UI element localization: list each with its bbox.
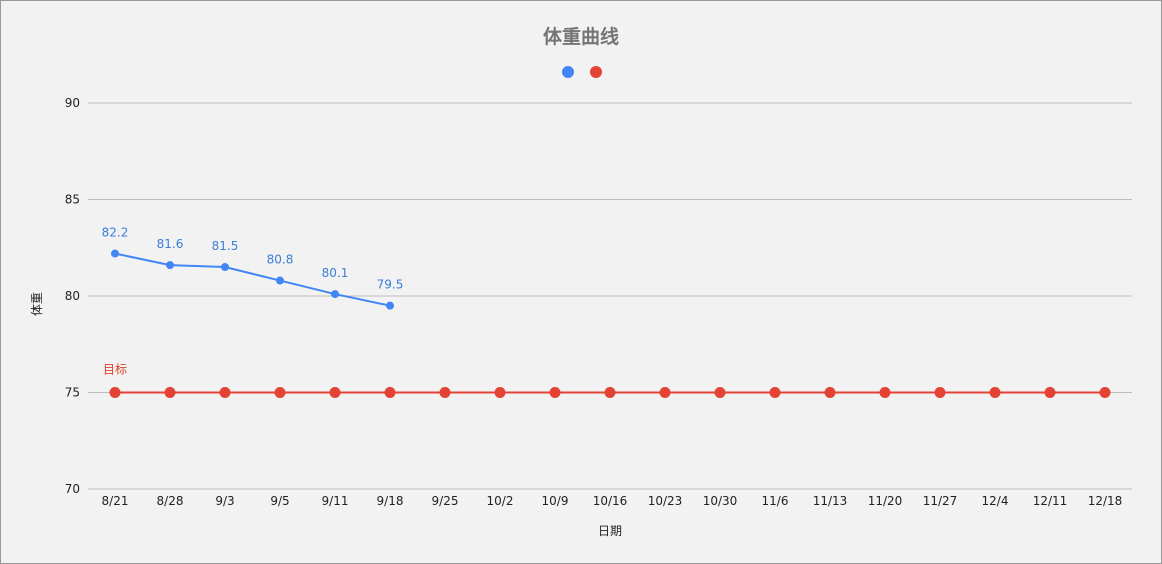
data-point	[109, 387, 121, 398]
legend-marker	[562, 66, 574, 78]
x-tick-label: 9/5	[270, 494, 289, 508]
data-point	[549, 387, 561, 398]
data-point	[219, 387, 231, 398]
data-point	[274, 387, 286, 398]
x-tick-label: 10/9	[542, 494, 569, 508]
data-point	[714, 387, 726, 398]
data-point	[1044, 387, 1056, 398]
data-point	[111, 249, 119, 258]
x-axis-label: 日期	[598, 524, 622, 538]
x-tick-label: 9/18	[377, 494, 404, 508]
data-point	[276, 276, 284, 285]
data-point	[384, 387, 396, 398]
data-label: 80.8	[267, 253, 294, 267]
data-point	[439, 387, 451, 398]
data-label: 81.5	[212, 239, 239, 253]
chart-title: 体重曲线	[543, 25, 619, 48]
x-tick-label: 11/13	[813, 494, 848, 508]
data-point	[604, 387, 616, 398]
y-tick-label: 80	[65, 289, 80, 303]
x-tick-label: 11/27	[923, 494, 958, 508]
y-axis-ticks: 70 75 80 85 90	[65, 96, 80, 496]
data-point	[386, 301, 394, 310]
y-tick-label: 75	[65, 386, 80, 400]
data-point	[221, 263, 229, 272]
x-tick-label: 10/2	[487, 494, 514, 508]
x-tick-label: 10/23	[648, 494, 683, 508]
x-axis-ticks: 8/21 8/28 9/3 9/5 9/11 9/18 9/25 10/2 10/9 10/16 1…	[102, 494, 1123, 508]
data-point	[824, 387, 836, 398]
data-point	[934, 387, 946, 398]
data-point	[331, 290, 339, 299]
data-label: 82.2	[102, 226, 129, 240]
x-tick-label: 11/6	[762, 494, 789, 508]
legend-marker	[590, 66, 602, 78]
y-axis-label: 体重	[30, 292, 44, 316]
x-tick-label: 12/18	[1088, 494, 1123, 508]
x-tick-label: 12/11	[1033, 494, 1068, 508]
data-point	[989, 387, 1001, 398]
x-tick-label: 9/3	[215, 494, 234, 508]
target-annotation: 目标	[103, 363, 127, 377]
data-point	[166, 261, 174, 270]
series-line	[114, 252, 391, 307]
data-label: 79.5	[377, 278, 404, 292]
y-tick-label: 90	[65, 96, 80, 110]
y-tick-label: 85	[65, 193, 80, 207]
data-point	[769, 387, 781, 398]
gridlines	[88, 102, 1132, 490]
data-point	[1099, 387, 1111, 398]
x-tick-label: 8/28	[157, 494, 184, 508]
x-tick-label: 9/25	[432, 494, 459, 508]
x-tick-label: 11/20	[868, 494, 903, 508]
legend	[562, 66, 602, 78]
x-tick-label: 8/21	[102, 494, 129, 508]
data-point	[494, 387, 506, 398]
x-tick-label: 12/4	[982, 494, 1009, 508]
y-tick-label: 70	[65, 482, 80, 496]
x-tick-label: 10/16	[593, 494, 628, 508]
data-label: 80.1	[322, 266, 349, 280]
x-tick-label: 9/11	[322, 494, 349, 508]
x-tick-label: 10/30	[703, 494, 738, 508]
data-point	[164, 387, 176, 398]
data-point	[879, 387, 891, 398]
data-label: 81.6	[157, 237, 184, 251]
data-point	[329, 387, 341, 398]
series-group: 82.2 81.6 81.5 80.8 80.1 79.5 目标	[102, 226, 1111, 398]
data-point	[659, 387, 671, 398]
